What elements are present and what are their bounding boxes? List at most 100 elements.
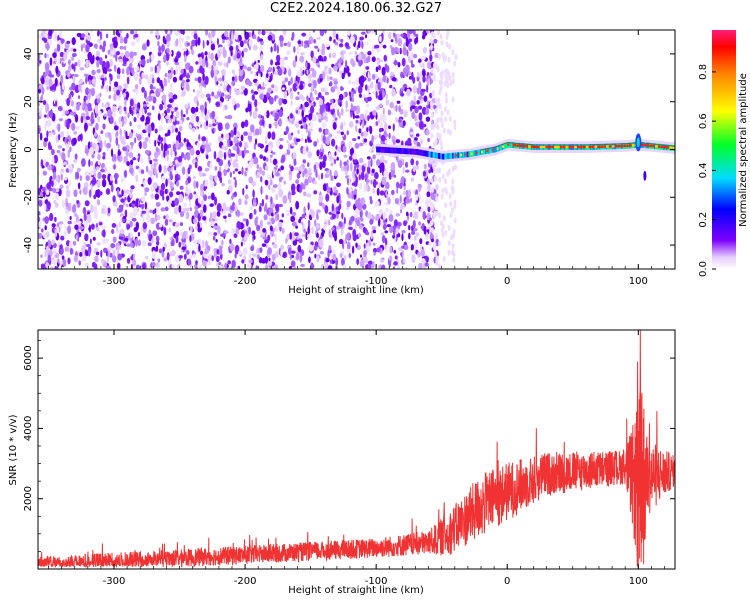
spectrogram-cell	[313, 190, 318, 195]
signal-core-cell	[408, 148, 412, 155]
spectrogram-cell	[254, 128, 260, 136]
spectrogram-cell	[290, 100, 293, 106]
spectrogram-cell	[380, 134, 386, 142]
spectrogram-cell	[378, 90, 383, 95]
spectrogram-cell	[409, 52, 415, 61]
spectrogram-cell	[244, 170, 247, 177]
spectrogram-cell	[415, 165, 420, 170]
spectrogram-cell	[253, 208, 257, 215]
signal-core-cell	[504, 142, 507, 149]
spectrogram-cell	[157, 40, 160, 47]
spectrogram-cell	[217, 170, 222, 179]
colorbar-tick-label: 0.6	[698, 113, 709, 129]
spectrogram-cell	[378, 35, 382, 43]
spectrogram-cell	[38, 88, 42, 94]
spectrogram-cell	[407, 42, 413, 52]
spectrogram-cell	[128, 62, 133, 68]
spectrogram-cell	[209, 212, 212, 219]
spectrogram-cell	[434, 107, 438, 114]
snr-x-axis-label: Height of straight line (km)	[288, 585, 424, 596]
spectrogram-cell	[310, 50, 314, 58]
spectrogram-cell	[319, 235, 323, 240]
spectrogram-cell	[258, 229, 263, 235]
spectrogram-cell	[245, 184, 248, 190]
spectrogram-cell	[443, 106, 447, 113]
spectrogram-cell	[332, 78, 338, 82]
spectrogram-cell	[259, 126, 262, 136]
spectrogram-cell	[39, 191, 44, 200]
colorbar-gradient	[712, 30, 736, 269]
spectrogram-cell	[261, 115, 265, 121]
spectrogram-cell	[307, 225, 310, 235]
spectrogram-cell	[262, 228, 267, 233]
spectrogram-cell	[264, 239, 269, 244]
spectrogram-cell	[321, 115, 327, 120]
spectrogram-cell	[326, 75, 330, 82]
spectrogram-cell	[251, 180, 256, 187]
spectrogram-cell	[174, 159, 178, 165]
spectrogram-cell	[453, 203, 457, 210]
spectrogram-cell	[321, 122, 327, 128]
spectrogram-cell	[308, 256, 311, 264]
spectrogram-cell	[253, 235, 256, 240]
spectrogram-cell	[357, 85, 363, 94]
spectrogram-cell	[351, 245, 355, 254]
spectrogram-cell	[178, 64, 181, 71]
spectrogram-cell	[444, 97, 448, 104]
spectrogram-cells	[38, 30, 675, 269]
spectrogram-cell	[394, 33, 398, 43]
signal-peak-cell	[623, 144, 626, 148]
spectrogram-cell	[350, 35, 355, 45]
spectrogram-cell	[343, 240, 346, 245]
spectrogram-cell	[186, 153, 191, 161]
spectrogram-cell	[397, 247, 403, 251]
spectrogram-cell	[248, 226, 252, 235]
spectrogram-cell	[176, 51, 182, 59]
spectrogram-cell	[172, 94, 178, 100]
spectrogram-cell	[316, 36, 321, 40]
signal-core-cell	[402, 148, 405, 154]
spectrogram-cell	[303, 168, 308, 175]
spectrogram-cell	[416, 100, 420, 105]
spectrogram-cell	[171, 238, 175, 247]
spectrogram-cell	[360, 31, 366, 35]
spectrogram-cell	[147, 124, 152, 134]
spectrogram-cell	[301, 213, 306, 219]
spectrogram-cell	[108, 110, 113, 119]
spectrogram-cell	[249, 124, 255, 133]
spectrogram-cell	[128, 166, 134, 174]
signal-core-cell	[427, 151, 430, 157]
spectrogram-cell	[430, 203, 434, 210]
spectrogram-cell	[325, 193, 330, 202]
signal-core-cell	[495, 146, 498, 152]
spectrogram-cell	[49, 266, 54, 269]
spectrogram-cell	[260, 71, 263, 78]
spectrogram-cell	[81, 245, 86, 254]
spectrogram-cell	[201, 136, 207, 142]
spectrogram-cell	[441, 69, 445, 76]
spectrogram-cell	[442, 56, 446, 63]
spectrogram-cell	[183, 202, 187, 207]
signal-core-cell	[441, 153, 444, 160]
spectrogram-cell	[42, 170, 48, 176]
spectrogram-cell	[378, 264, 382, 269]
spectrogram-cell	[44, 53, 47, 59]
spectrogram-cell	[243, 87, 248, 96]
spectrogram-cell	[319, 251, 324, 255]
spectrogram-cell	[427, 137, 430, 143]
signal-peak-cell	[620, 144, 624, 148]
spectrogram-cell	[256, 254, 260, 260]
spectrogram-cell	[346, 232, 351, 241]
spectrogram-cell	[340, 227, 344, 236]
signal-core-cell	[401, 148, 404, 154]
spectrogram-cell	[426, 83, 429, 93]
spectrogram-cell	[151, 250, 156, 259]
spectrogram-cell	[198, 264, 203, 269]
spectrogram-cell	[307, 73, 312, 79]
spectrogram-cell	[67, 257, 71, 265]
spectrogram-cell	[73, 73, 79, 78]
spectrogram-cell	[231, 76, 235, 82]
spectrogram-cell	[54, 216, 57, 222]
spectrogram-cell	[85, 175, 90, 182]
